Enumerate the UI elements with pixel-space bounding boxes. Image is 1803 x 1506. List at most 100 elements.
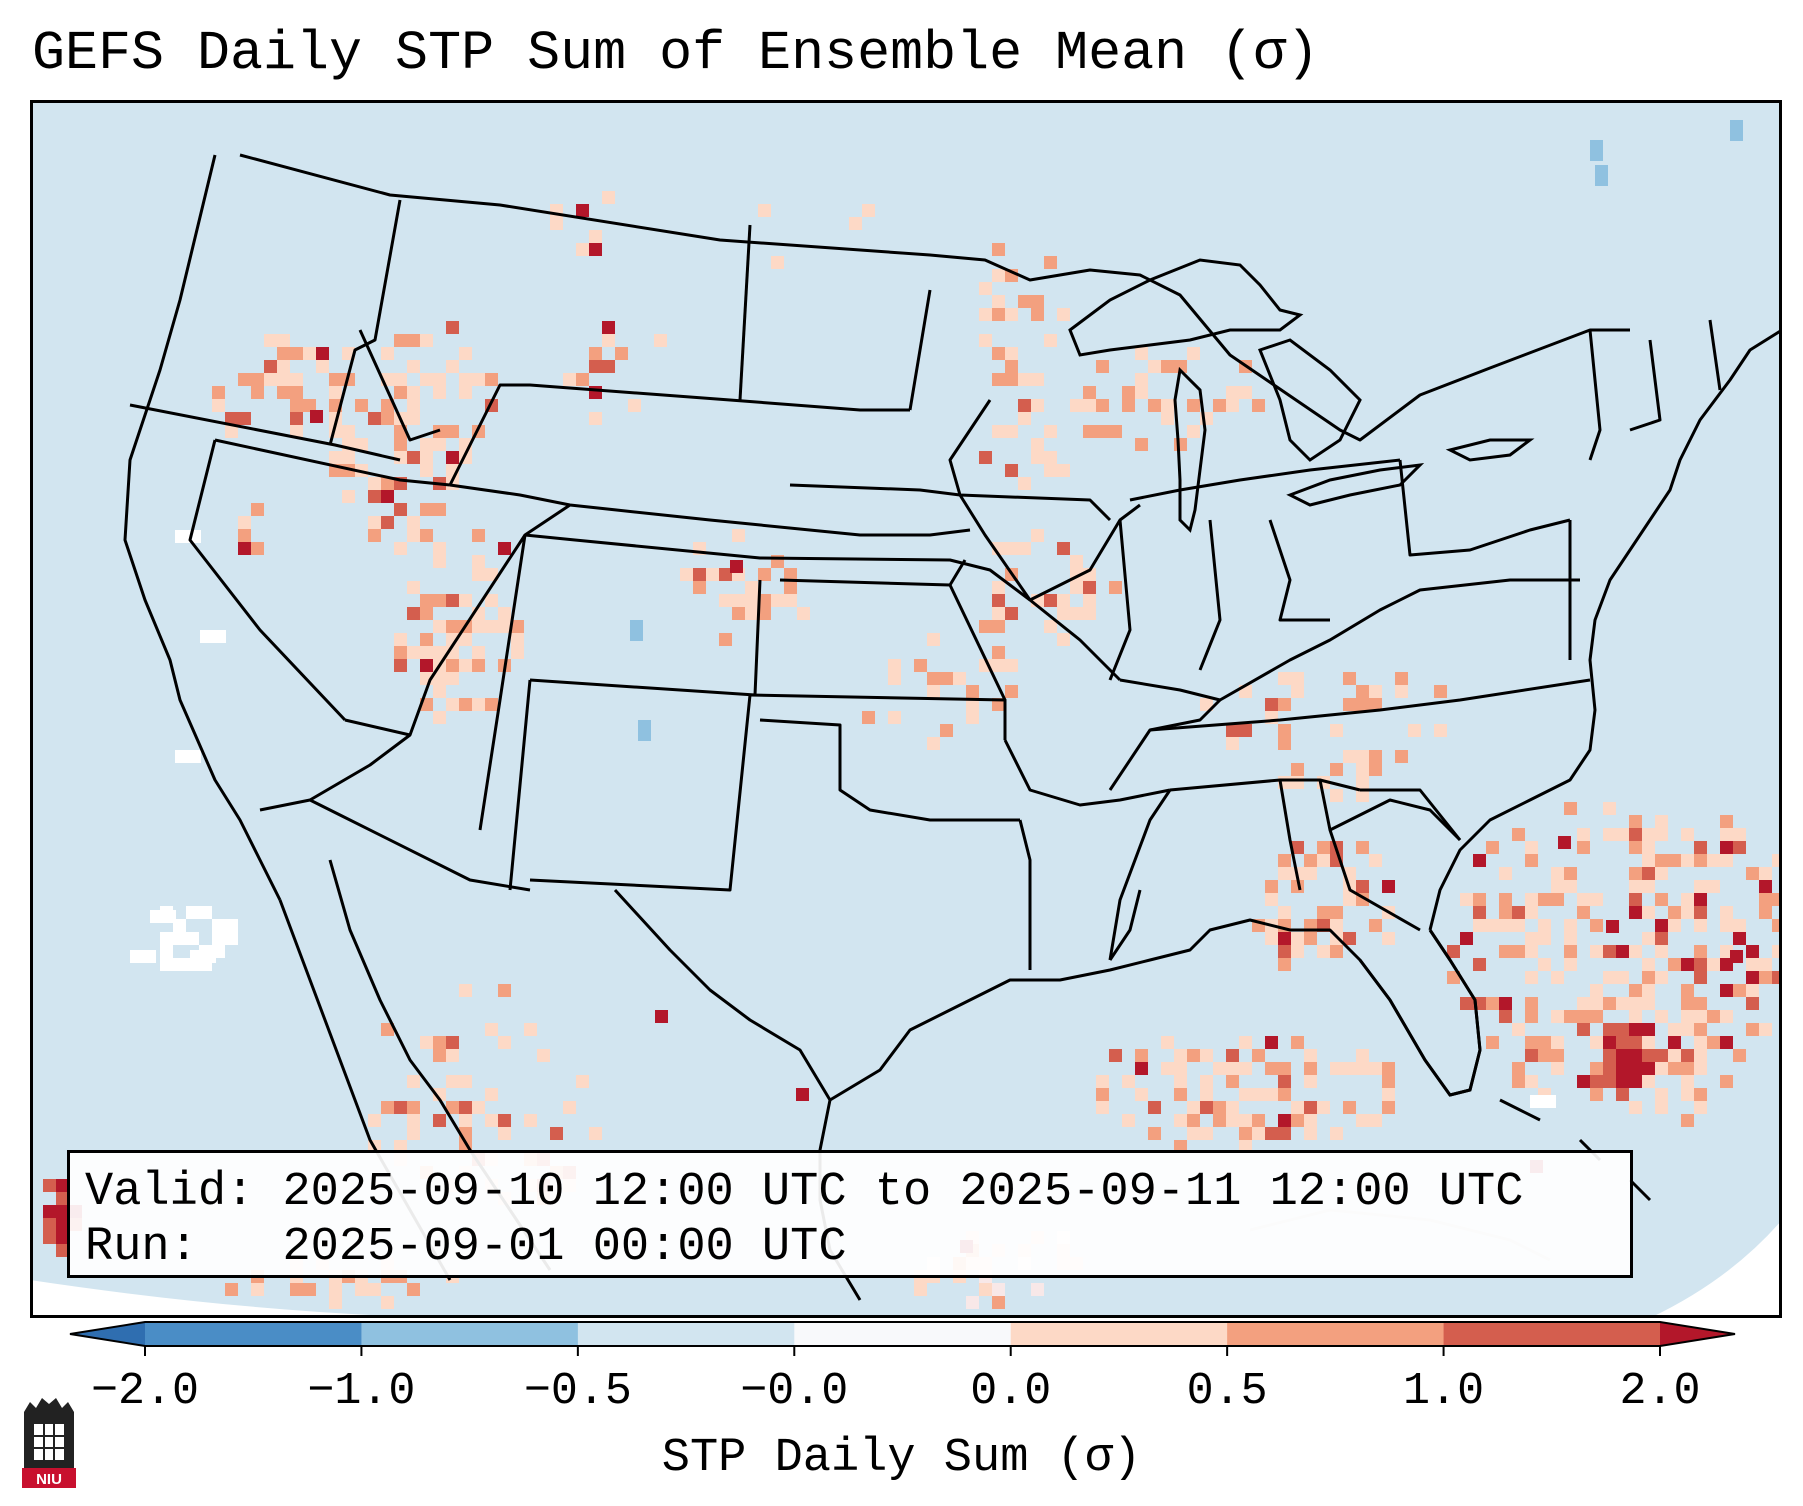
anomaly-cell (1629, 1049, 1642, 1062)
anomaly-cell (1200, 1101, 1213, 1114)
anomaly-cell (1642, 906, 1655, 919)
anomaly-cell-negative (1595, 165, 1608, 186)
anomaly-cell (1083, 425, 1096, 438)
anomaly-cell (719, 594, 732, 607)
anomaly-cell (225, 425, 238, 438)
anomaly-cell (1629, 1023, 1642, 1036)
anomaly-cell (1135, 1088, 1148, 1101)
colorbar-label: STP Daily Sum (σ) (661, 1432, 1142, 1485)
anomaly-cell (368, 477, 381, 490)
anomaly-cell (420, 1036, 433, 1049)
anomaly-cell (1109, 1049, 1122, 1062)
anomaly-cell (381, 516, 394, 529)
anomaly-cell (1694, 1010, 1707, 1023)
anomaly-cell (1343, 750, 1356, 763)
anomaly-cell (407, 529, 420, 542)
anomaly-cell (485, 373, 498, 386)
anomaly-cell (1265, 1062, 1278, 1075)
anomaly-cell (1655, 828, 1668, 841)
anomaly-cell (1759, 867, 1772, 880)
anomaly-cell (212, 386, 225, 399)
anomaly-cell (446, 1049, 459, 1062)
anomaly-cell (498, 607, 511, 620)
anomaly-cell (966, 698, 979, 711)
anomaly-cell (277, 334, 290, 347)
anomaly-cell (1473, 919, 1486, 932)
anomaly-cell (1278, 932, 1291, 945)
anomaly-cell (472, 659, 485, 672)
anomaly-cell (1304, 867, 1317, 880)
anomaly-cell (420, 594, 433, 607)
anomaly-cell (1382, 880, 1395, 893)
anomaly-cell (1759, 958, 1772, 971)
anomaly-cell (1746, 997, 1759, 1010)
anomaly-cell (290, 412, 303, 425)
anomaly-cell (953, 672, 966, 685)
anomaly-cell (433, 1049, 446, 1062)
anomaly-cell (1746, 867, 1759, 880)
anomaly-cell (1278, 854, 1291, 867)
anomaly-cell (498, 984, 511, 997)
anomaly-cell (446, 425, 459, 438)
anomaly-cell (251, 386, 264, 399)
anomaly-cell (212, 919, 225, 932)
anomaly-cell (251, 503, 264, 516)
colorbar-bin (361, 1322, 579, 1346)
anomaly-cell (1200, 1127, 1213, 1140)
anomaly-cell (1759, 906, 1772, 919)
anomaly-cell (1642, 1075, 1655, 1088)
colorbar-over-arrow (1660, 1322, 1735, 1346)
anomaly-cell (1291, 672, 1304, 685)
anomaly-cell (1369, 763, 1382, 776)
anomaly-cell (1694, 997, 1707, 1010)
anomaly-cell (1278, 958, 1291, 971)
anomaly-cell (719, 568, 732, 581)
anomaly-cell (1512, 1075, 1525, 1088)
anomaly-cell (1694, 919, 1707, 932)
anomaly-cell (1330, 789, 1343, 802)
anomaly-cell (1369, 919, 1382, 932)
anomaly-cell (56, 1244, 69, 1257)
anomaly-cell (446, 1036, 459, 1049)
anomaly-cell (394, 438, 407, 451)
anomaly-cell (368, 529, 381, 542)
anomaly-cell (1629, 880, 1642, 893)
anomaly-cell (927, 737, 940, 750)
anomaly-cell (1694, 880, 1707, 893)
anomaly-cell (1460, 997, 1473, 1010)
anomaly-cell (407, 581, 420, 594)
anomaly-cell (1018, 295, 1031, 308)
anomaly-cell (1096, 360, 1109, 373)
anomaly-cell (589, 1127, 602, 1140)
anomaly-cell (1382, 1075, 1395, 1088)
anomaly-cell (1057, 607, 1070, 620)
anomaly-cell (1603, 802, 1616, 815)
lake-michigan (1173, 366, 1207, 533)
anomaly-cell (1395, 672, 1408, 685)
anomaly-cell (394, 386, 407, 399)
colorbar-bin (1010, 1322, 1228, 1346)
anomaly-cell (1512, 945, 1525, 958)
anomaly-cell (1655, 1049, 1668, 1062)
anomaly-cell (1629, 828, 1642, 841)
anomaly-cell (1356, 1062, 1369, 1075)
anomaly-cell (433, 1088, 446, 1101)
anomaly-cell (1057, 542, 1070, 555)
anomaly-cell (1538, 1036, 1551, 1049)
anomaly-cell (1070, 555, 1083, 568)
anomaly-cell (56, 1205, 69, 1218)
anomaly-cell (1681, 1049, 1694, 1062)
anomaly-cell (56, 1218, 69, 1231)
anomaly-cell (420, 633, 433, 646)
anomaly-cell (485, 698, 498, 711)
anomaly-cell (1395, 750, 1408, 763)
anomaly-cell (862, 204, 875, 217)
anomaly-cell (730, 560, 743, 573)
anomaly-cell (1564, 919, 1577, 932)
anomaly-cell (1109, 581, 1122, 594)
anomaly-cell (446, 360, 459, 373)
anomaly-cell (433, 542, 446, 555)
anomaly-cell (1382, 1062, 1395, 1075)
anomaly-cell (446, 594, 459, 607)
anomaly-cell (1447, 971, 1460, 984)
